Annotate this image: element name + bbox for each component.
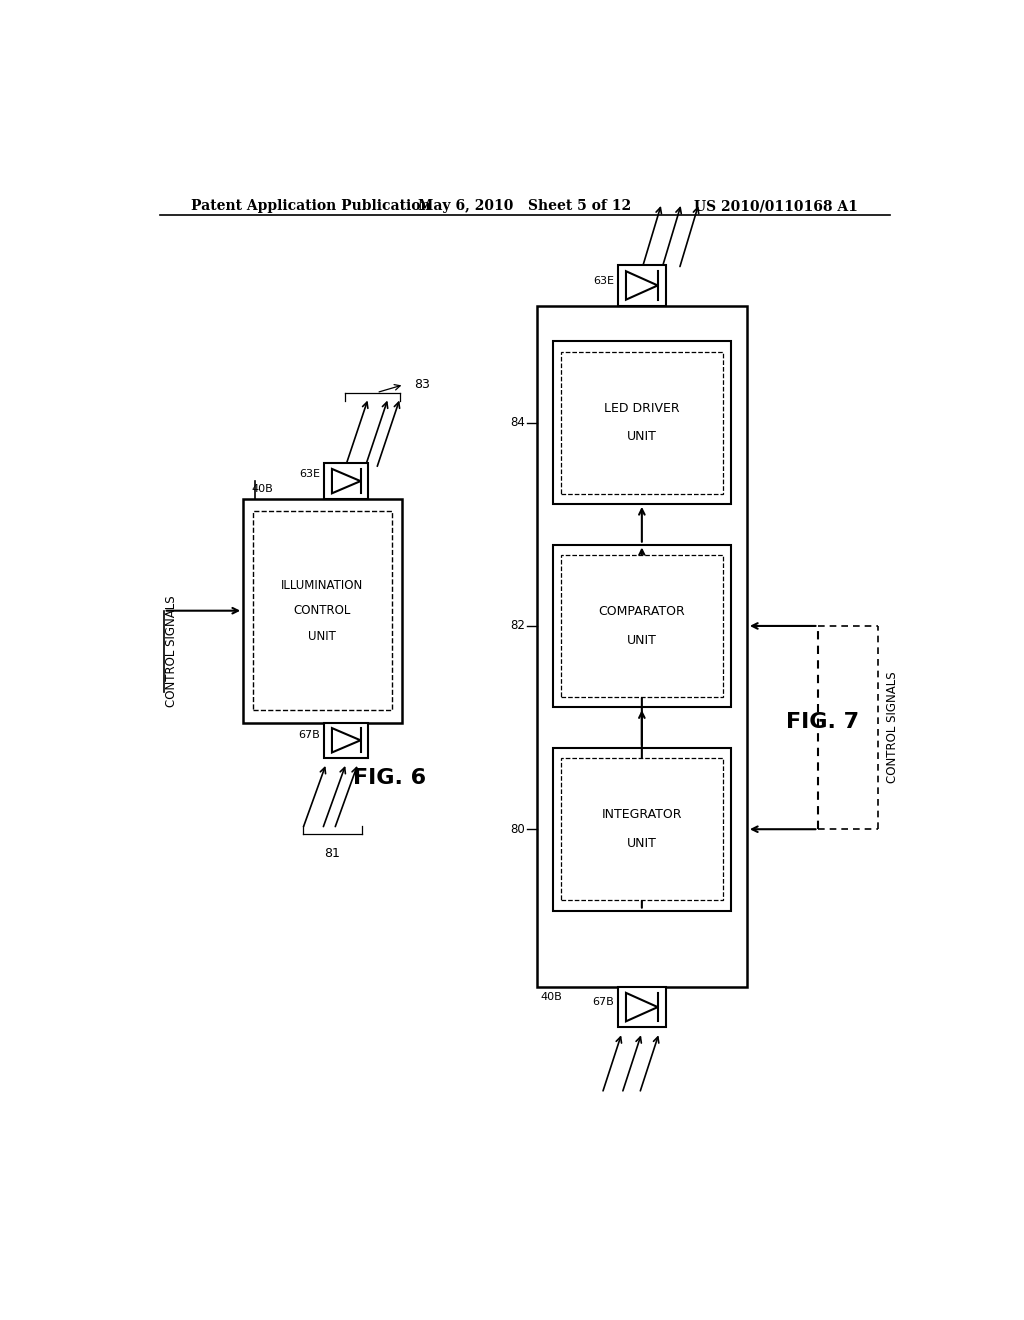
Text: LED DRIVER: LED DRIVER (604, 401, 680, 414)
Text: UNIT: UNIT (627, 430, 656, 444)
Bar (618, 987, 666, 1027)
Text: 81: 81 (325, 846, 340, 859)
Text: 63E: 63E (593, 276, 614, 286)
Text: 40B: 40B (541, 991, 562, 1002)
Text: CONTROL SIGNALS: CONTROL SIGNALS (886, 672, 899, 783)
Text: INTEGRATOR: INTEGRATOR (602, 808, 682, 821)
Text: FIG. 6: FIG. 6 (353, 768, 426, 788)
Bar (537, 306, 748, 987)
Text: 63E: 63E (299, 469, 321, 479)
Bar (560, 554, 723, 697)
Text: 82: 82 (510, 619, 524, 632)
Bar (253, 511, 392, 710)
Text: ILLUMINATION: ILLUMINATION (282, 578, 364, 591)
Text: 40B: 40B (251, 484, 272, 494)
Text: UNIT: UNIT (308, 630, 336, 643)
Bar (325, 722, 368, 758)
Bar (560, 758, 723, 900)
Bar (553, 748, 731, 911)
Text: May 6, 2010   Sheet 5 of 12: May 6, 2010 Sheet 5 of 12 (418, 199, 632, 213)
Bar (618, 265, 666, 306)
Text: 67B: 67B (592, 997, 614, 1007)
Text: COMPARATOR: COMPARATOR (598, 605, 685, 618)
Text: 83: 83 (414, 378, 430, 391)
Text: US 2010/0110168 A1: US 2010/0110168 A1 (694, 199, 858, 213)
Text: FIG. 7: FIG. 7 (785, 713, 859, 733)
Text: CONTROL SIGNALS: CONTROL SIGNALS (165, 595, 178, 708)
Text: UNIT: UNIT (627, 634, 656, 647)
Bar (325, 463, 368, 499)
Bar (243, 499, 401, 722)
Bar (560, 351, 723, 494)
Text: UNIT: UNIT (627, 837, 656, 850)
Bar (553, 342, 731, 504)
Text: Patent Application Publication: Patent Application Publication (191, 199, 431, 213)
Text: 84: 84 (510, 416, 524, 429)
Text: 67B: 67B (299, 730, 321, 741)
Text: 80: 80 (510, 822, 524, 836)
Bar (553, 545, 731, 708)
Text: CONTROL: CONTROL (294, 605, 351, 618)
